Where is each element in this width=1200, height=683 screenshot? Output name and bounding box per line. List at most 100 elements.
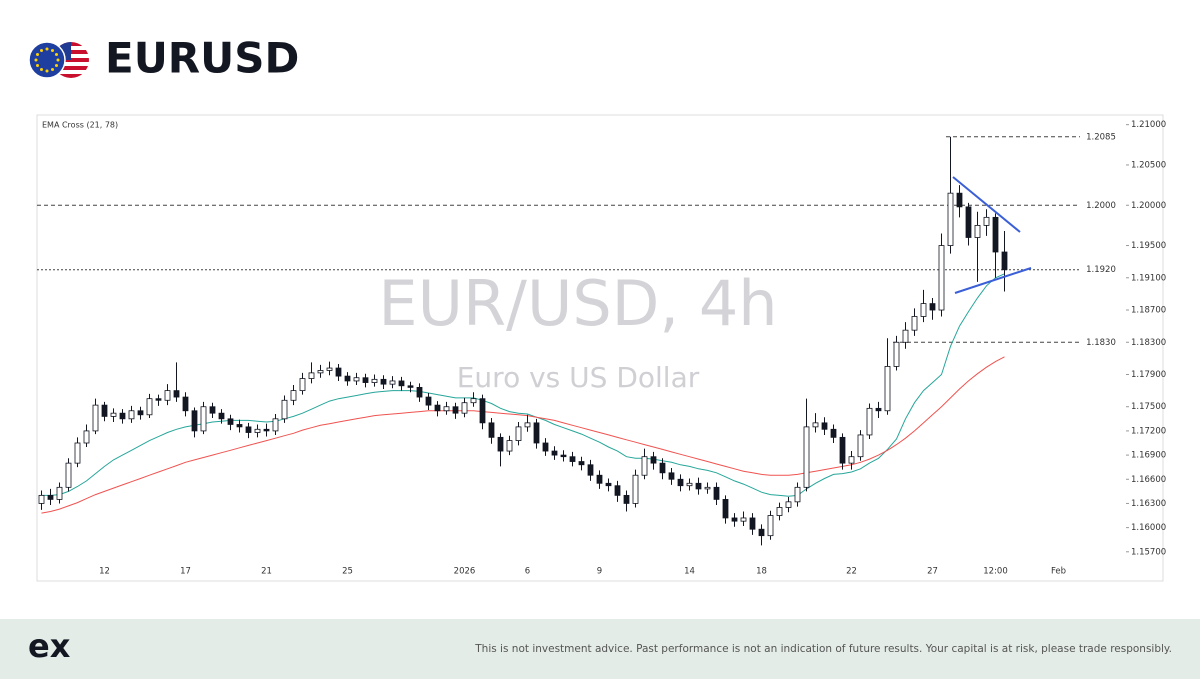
- candle-body: [884, 366, 891, 412]
- y-tick-label: 1.16900: [1131, 451, 1166, 461]
- candle-body: [173, 390, 180, 398]
- candle-body: [803, 426, 810, 488]
- y-tick-label: 1.18700: [1131, 306, 1166, 316]
- candle-body: [299, 378, 306, 392]
- candle-body: [587, 464, 594, 476]
- candle-body: [857, 434, 864, 458]
- candle-body: [479, 398, 486, 424]
- candle-body: [488, 422, 495, 438]
- candle-body: [569, 456, 576, 462]
- candle-body: [56, 486, 63, 500]
- candle-body: [470, 398, 477, 404]
- trendline: [952, 176, 1021, 233]
- level-label: 1.2085: [1086, 132, 1116, 142]
- candle-body: [713, 486, 720, 500]
- candle-body: [965, 206, 972, 238]
- y-tick-label: 1.16300: [1131, 499, 1166, 509]
- x-tick-label: Feb: [1051, 567, 1066, 577]
- candle-body: [326, 367, 333, 371]
- candle-body: [902, 329, 909, 343]
- y-tick-label: 1.15700: [1131, 547, 1166, 557]
- x-tick-label: 27: [927, 567, 938, 577]
- candle-body: [245, 426, 252, 433]
- candle-body: [452, 406, 459, 414]
- candle-body: [533, 422, 540, 444]
- candle-body: [839, 436, 846, 464]
- candle-body: [344, 375, 351, 382]
- candle-body: [227, 418, 234, 425]
- candle-body: [218, 412, 225, 420]
- candle-body: [1001, 251, 1008, 271]
- watermark-subtitle: Euro vs US Dollar: [457, 361, 700, 394]
- candle-body: [983, 216, 990, 226]
- candle-body: [236, 424, 243, 428]
- candle-body: [767, 515, 774, 537]
- candle-body: [866, 407, 873, 436]
- candle-body: [425, 396, 432, 406]
- y-tick-label: 1.20000: [1131, 201, 1166, 211]
- y-tick-label: 1.17200: [1131, 426, 1166, 436]
- candle-body: [146, 398, 153, 416]
- candle-body: [128, 410, 135, 420]
- x-tick-label: 18: [756, 567, 767, 577]
- candle-body: [272, 418, 279, 432]
- candle-body: [83, 430, 90, 444]
- y-tick-label: 1.19100: [1131, 273, 1166, 283]
- candle-body: [290, 390, 297, 401]
- candle-body: [938, 245, 945, 311]
- candle-body: [515, 426, 522, 441]
- y-tick-label: 1.18300: [1131, 338, 1166, 348]
- footer-band: [0, 619, 1200, 679]
- candle-body: [650, 456, 657, 464]
- candle-body: [254, 428, 261, 433]
- level-label: 1.1830: [1086, 338, 1116, 348]
- chart-panel: [36, 114, 1164, 582]
- candle-body: [551, 450, 558, 456]
- candle-body: [65, 462, 72, 488]
- y-tick-label: 1.16600: [1131, 475, 1166, 485]
- level-label: 1.1920: [1086, 265, 1116, 275]
- candle-body: [812, 422, 819, 428]
- candle-body: [416, 386, 423, 398]
- x-tick-label: 25: [342, 567, 353, 577]
- ema-line: [41, 356, 1005, 514]
- trendline: [954, 267, 1032, 294]
- candle-body: [785, 501, 792, 508]
- candle-body: [461, 402, 468, 414]
- candle-body: [776, 507, 783, 516]
- candle-body: [848, 456, 855, 464]
- candle-body: [668, 472, 675, 480]
- candle-body: [659, 462, 666, 474]
- candle-body: [317, 370, 324, 374]
- candle-body: [164, 390, 171, 401]
- candle-body: [722, 499, 729, 519]
- candle-body: [623, 494, 630, 504]
- candle-body: [101, 404, 108, 417]
- candle-body: [308, 372, 315, 379]
- candle-body: [740, 517, 747, 522]
- x-tick-label: 12: [99, 567, 110, 577]
- x-tick-label: 9: [597, 567, 602, 577]
- candle-body: [731, 517, 738, 522]
- candle-body: [407, 385, 414, 388]
- candle-body: [443, 406, 450, 412]
- candle-body: [560, 454, 567, 458]
- candle-body: [641, 456, 648, 476]
- candle-body: [794, 486, 801, 503]
- candle-body: [830, 428, 837, 438]
- candle-body: [155, 398, 162, 401]
- x-tick-label: 2026: [454, 567, 476, 577]
- candle-body: [362, 377, 369, 383]
- candle-body: [92, 404, 99, 432]
- indicator-label: EMA Cross (21, 78): [42, 121, 118, 130]
- x-tick-label: 17: [180, 567, 191, 577]
- candle-body: [947, 192, 954, 246]
- candle-body: [992, 216, 999, 253]
- x-tick-label: 22: [846, 567, 857, 577]
- candle-body: [497, 436, 504, 452]
- candle-body: [371, 378, 378, 383]
- candle-body: [38, 494, 45, 504]
- candle-body: [263, 428, 270, 432]
- candle-body: [956, 192, 963, 208]
- watermark-title: EUR/USD, 4h: [378, 267, 777, 340]
